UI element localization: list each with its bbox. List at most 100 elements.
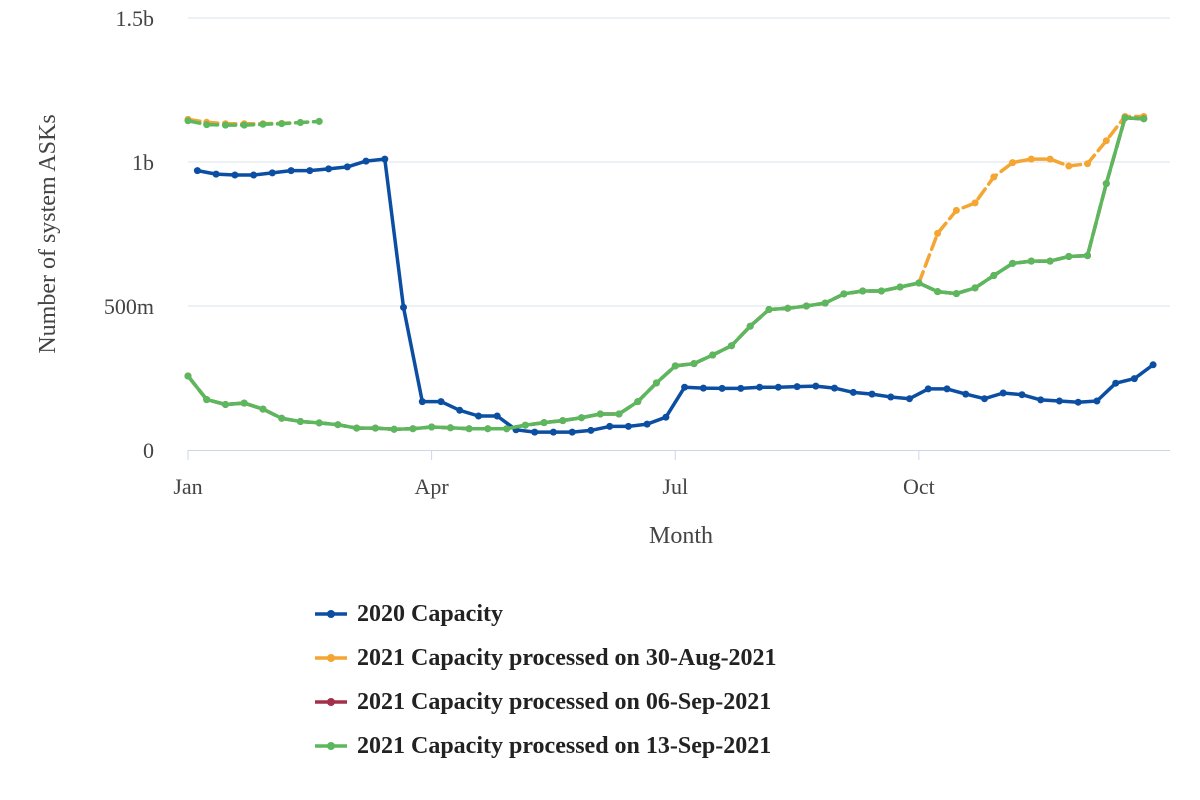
data-point[interactable] [540,419,548,427]
data-point[interactable] [240,121,248,129]
data-point[interactable] [418,398,426,406]
data-point[interactable] [915,279,923,287]
data-point[interactable] [503,425,511,433]
data-point[interactable] [184,372,192,380]
data-point[interactable] [765,306,773,313]
data-point[interactable] [390,425,398,433]
data-point[interactable] [906,395,913,403]
data-point[interactable] [962,390,970,398]
data-point[interactable] [662,413,670,421]
data-point[interactable] [1046,257,1054,265]
data-point[interactable] [1130,375,1138,383]
data-point[interactable] [737,384,745,392]
data-point[interactable] [306,167,314,175]
data-point[interactable] [990,173,998,181]
series-line[interactable] [195,157,1155,434]
data-point[interactable] [1027,257,1035,265]
data-point[interactable] [943,385,951,393]
data-point[interactable] [428,423,436,431]
data-point[interactable] [250,171,258,179]
data-point[interactable] [1121,114,1129,122]
data-point[interactable] [671,362,679,370]
data-point[interactable] [1018,391,1026,399]
series-line[interactable] [186,116,1146,432]
data-point[interactable] [971,199,979,207]
data-point[interactable] [981,395,988,403]
data-point[interactable] [1112,379,1120,387]
data-point[interactable] [999,389,1007,397]
data-point[interactable] [859,287,867,295]
data-point[interactable] [699,384,707,392]
data-point[interactable] [877,287,885,295]
data-point[interactable] [924,385,932,393]
data-point[interactable] [549,428,557,436]
data-point[interactable] [1149,361,1157,369]
data-point[interactable] [334,421,342,429]
data-point[interactable] [1046,155,1054,163]
data-point[interactable] [1055,397,1063,405]
data-point[interactable] [222,401,229,408]
data-point[interactable] [849,388,857,396]
series-line[interactable] [186,116,1146,432]
data-point[interactable] [606,422,614,430]
data-point[interactable] [774,383,782,391]
data-point[interactable] [971,284,979,292]
data-point[interactable] [756,383,764,391]
data-point[interactable] [296,119,304,126]
data-point[interactable] [596,410,604,418]
data-point[interactable] [709,351,717,359]
data-point[interactable] [934,229,942,237]
data-point[interactable] [634,398,642,406]
data-point[interactable] [222,121,229,129]
data-point[interactable] [802,302,810,310]
series-1[interactable] [184,113,1148,287]
data-point[interactable] [409,425,417,433]
data-point[interactable] [718,384,726,392]
data-point[interactable] [371,424,379,432]
data-point[interactable] [493,412,501,420]
data-point[interactable] [437,398,445,406]
data-point[interactable] [446,424,454,432]
data-point[interactable] [784,304,792,312]
data-point[interactable] [531,428,539,436]
data-point[interactable] [315,117,323,125]
data-point[interactable] [259,120,267,128]
data-point[interactable] [896,283,904,291]
legend-item[interactable]: 2021 Capacity processed on 13-Sep-2021 [313,724,777,768]
data-point[interactable] [821,299,829,307]
data-point[interactable] [690,360,698,368]
data-point[interactable] [1084,252,1091,260]
data-point[interactable] [840,290,848,298]
data-point[interactable] [681,383,689,391]
data-point[interactable] [559,417,567,425]
data-point[interactable] [952,206,960,214]
data-point[interactable] [934,288,942,296]
data-point[interactable] [1009,259,1017,267]
data-point[interactable] [240,399,248,407]
data-point[interactable] [1140,115,1148,123]
data-point[interactable] [184,117,192,125]
data-point[interactable] [456,406,464,414]
data-point[interactable] [521,421,529,429]
legend-item[interactable]: 2021 Capacity processed on 06-Sep-2021 [313,680,777,724]
data-point[interactable] [362,157,370,165]
data-point[interactable] [952,290,960,298]
data-point[interactable] [1065,253,1073,260]
data-point[interactable] [990,272,998,279]
series-3[interactable] [184,114,1148,433]
data-point[interactable] [1037,396,1045,404]
data-point[interactable] [212,170,220,178]
data-point[interactable] [868,390,876,398]
series-0[interactable] [193,155,1157,436]
data-point[interactable] [231,171,239,179]
data-point[interactable] [343,163,351,171]
data-point[interactable] [643,420,651,428]
data-point[interactable] [568,428,576,436]
data-point[interactable] [203,121,211,129]
data-point[interactable] [831,384,838,392]
data-point[interactable] [615,410,623,418]
data-point[interactable] [296,418,304,425]
data-point[interactable] [203,396,211,404]
data-point[interactable] [465,425,473,433]
data-point[interactable] [578,414,585,422]
